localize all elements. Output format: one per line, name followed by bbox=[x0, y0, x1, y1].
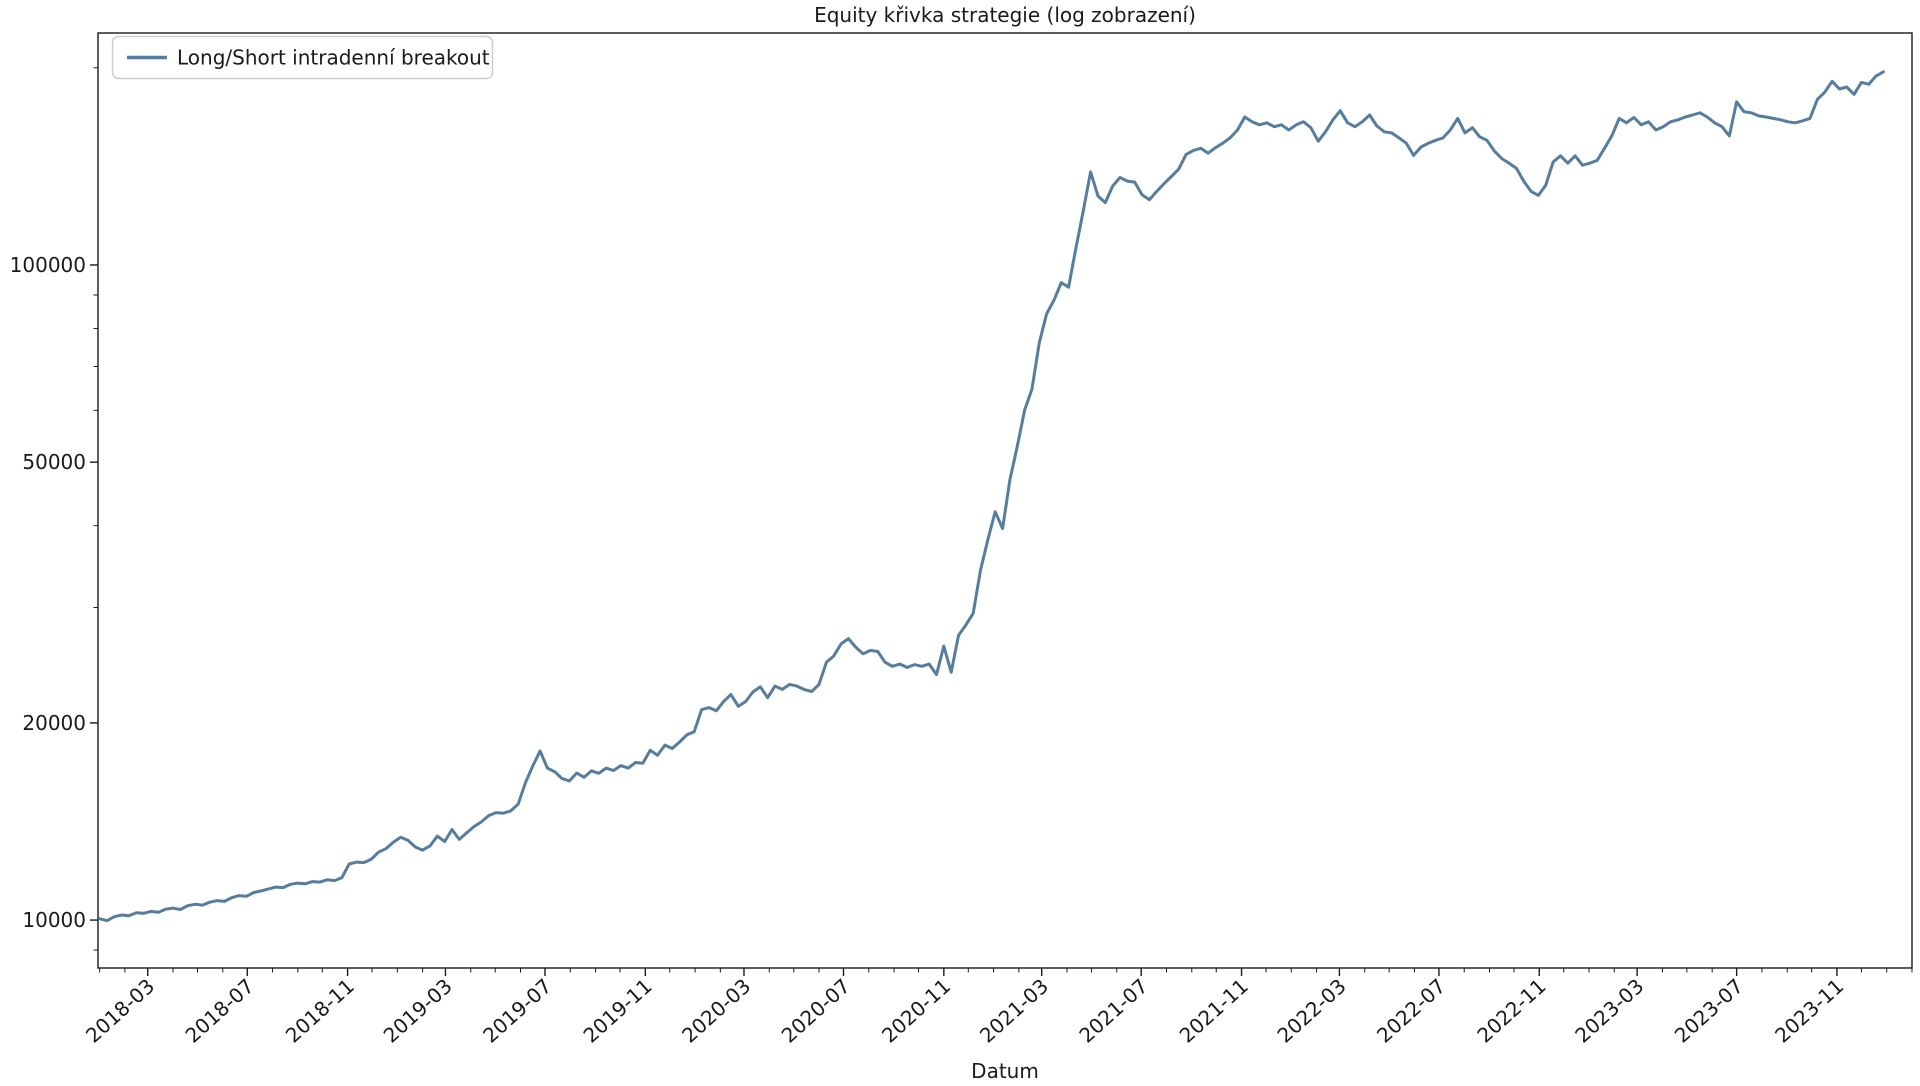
y-tick-label-100000: 100000 bbox=[10, 253, 86, 277]
y-tick-label-50000: 50000 bbox=[22, 450, 86, 474]
legend-box bbox=[111, 35, 494, 80]
equity-curve-series bbox=[98, 70, 1885, 923]
x-tick-label: 2020-07 bbox=[777, 974, 855, 1048]
y-tick-label-20000: 20000 bbox=[22, 711, 86, 735]
x-tick-label: 2022-11 bbox=[1472, 974, 1550, 1048]
legend-label: Long/Short intradenní breakout bbox=[177, 46, 490, 70]
x-axis-ticks bbox=[99, 968, 1913, 976]
x-tick-label: 2023-11 bbox=[1770, 974, 1848, 1048]
x-tick-label: 2020-11 bbox=[877, 974, 955, 1048]
x-tick-label: 2021-07 bbox=[1074, 974, 1152, 1048]
x-tick-label: 2019-07 bbox=[478, 974, 556, 1048]
x-tick-label: 2019-03 bbox=[379, 974, 457, 1048]
y-axis-ticks bbox=[90, 67, 98, 951]
x-tick-label: 2023-07 bbox=[1670, 974, 1748, 1048]
x-tick-label: 2021-03 bbox=[975, 974, 1053, 1048]
x-tick-label: 2018-03 bbox=[81, 974, 159, 1048]
x-tick-label: 2023-03 bbox=[1570, 974, 1648, 1048]
x-tick-label: 2022-03 bbox=[1273, 974, 1351, 1048]
equity-curve-line bbox=[98, 70, 1885, 923]
legend: Long/Short intradenní breakout bbox=[111, 35, 494, 80]
x-tick-label: 2018-07 bbox=[180, 974, 258, 1048]
x-tick-label: 2019-11 bbox=[578, 974, 656, 1048]
y-tick-label-10000: 10000 bbox=[22, 908, 86, 932]
x-tick-label: 2018-11 bbox=[281, 974, 359, 1048]
x-tick-label: 2021-11 bbox=[1175, 974, 1253, 1048]
x-tick-label: 2020-03 bbox=[677, 974, 755, 1048]
x-axis-tick-labels: 2018-03 2018-07 2018-11 2019-03 2019-07 2019-… bbox=[81, 974, 1848, 1048]
chart-title: Equity křivka strategie (log zobrazení) bbox=[814, 3, 1196, 27]
x-tick-label: 2022-07 bbox=[1372, 974, 1450, 1048]
x-axis-title: Datum bbox=[971, 1059, 1039, 1083]
plot-border bbox=[97, 32, 1913, 969]
